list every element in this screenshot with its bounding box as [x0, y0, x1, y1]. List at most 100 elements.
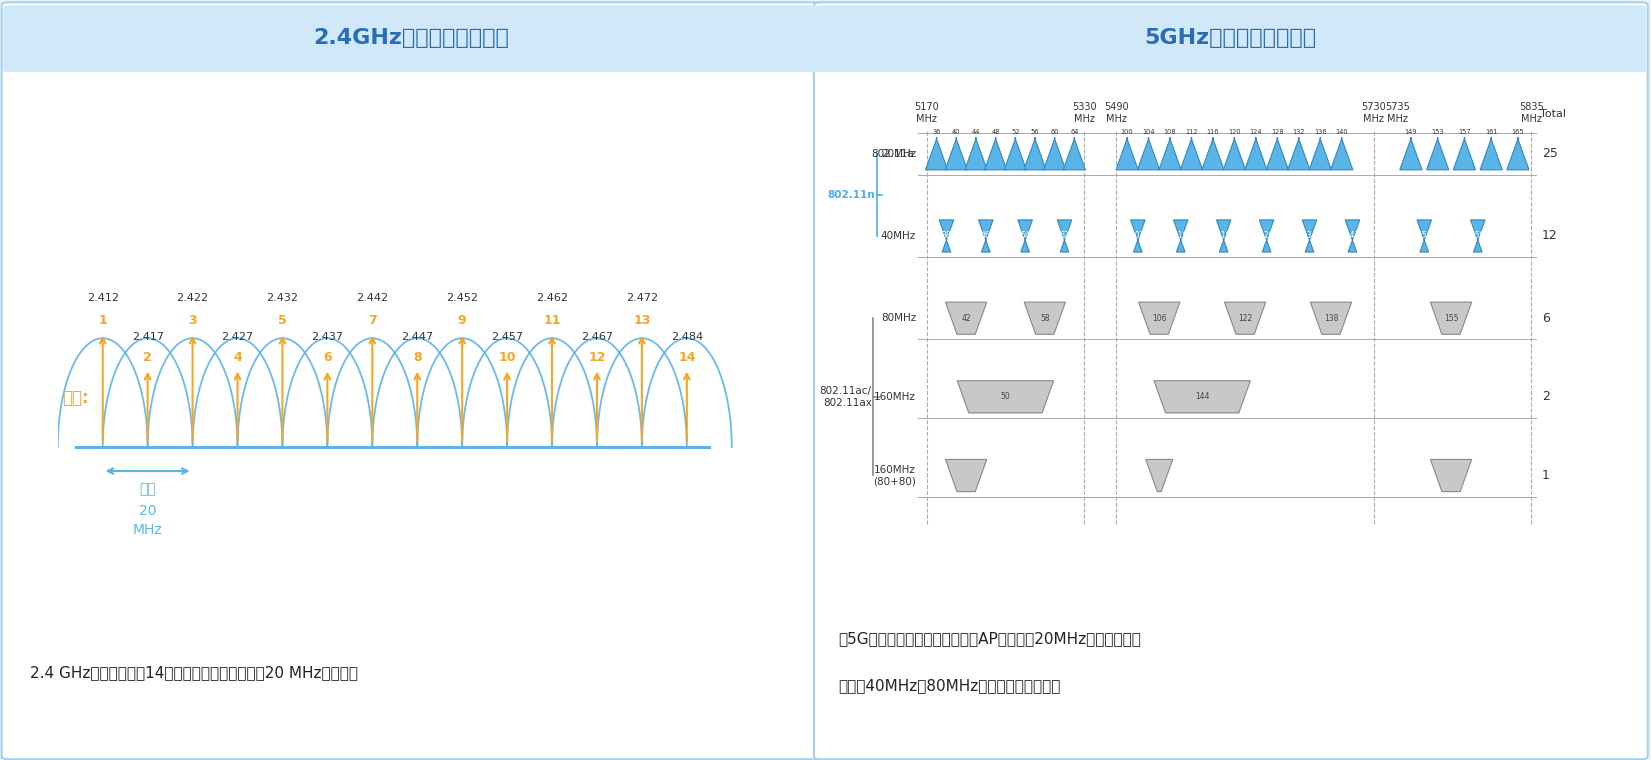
Text: 2.442: 2.442	[357, 293, 388, 303]
Text: 802.11n: 802.11n	[827, 190, 875, 200]
Text: 2.467: 2.467	[581, 331, 613, 341]
Polygon shape	[946, 459, 987, 492]
Text: 信道:: 信道:	[63, 389, 89, 407]
Polygon shape	[1260, 220, 1275, 252]
Polygon shape	[1154, 381, 1250, 413]
Text: 13: 13	[634, 315, 650, 328]
Text: 7: 7	[368, 315, 376, 328]
Text: 64: 64	[1070, 128, 1078, 135]
Text: 52: 52	[1010, 128, 1020, 135]
Text: 54: 54	[1020, 232, 1030, 240]
Polygon shape	[1180, 138, 1202, 169]
Text: 2.462: 2.462	[537, 293, 568, 303]
Text: 110: 110	[1174, 232, 1189, 240]
Text: 6: 6	[324, 351, 332, 364]
Polygon shape	[1146, 459, 1172, 492]
Polygon shape	[1004, 138, 1027, 169]
Polygon shape	[939, 220, 954, 252]
Text: 155: 155	[1443, 314, 1458, 323]
Polygon shape	[964, 138, 987, 169]
Text: 2.484: 2.484	[670, 331, 703, 341]
Text: 112: 112	[1185, 128, 1197, 135]
Text: MHz: MHz	[132, 524, 162, 537]
FancyBboxPatch shape	[2, 2, 821, 759]
Polygon shape	[1309, 138, 1331, 169]
Text: 14: 14	[679, 351, 695, 364]
Text: 120: 120	[1228, 128, 1240, 135]
Text: 149: 149	[1405, 128, 1417, 135]
Polygon shape	[1024, 138, 1047, 169]
Polygon shape	[1311, 302, 1352, 334]
Polygon shape	[926, 138, 948, 169]
Text: 142: 142	[1346, 232, 1360, 240]
Text: 128: 128	[1271, 128, 1283, 135]
Text: 8: 8	[413, 351, 421, 364]
Text: 118: 118	[1217, 232, 1230, 240]
Text: 102: 102	[1131, 232, 1146, 240]
Text: 100: 100	[1121, 128, 1133, 135]
Polygon shape	[958, 381, 1053, 413]
Polygon shape	[1430, 459, 1471, 492]
Polygon shape	[1202, 138, 1223, 169]
Polygon shape	[1174, 220, 1189, 252]
Text: 104: 104	[1142, 128, 1154, 135]
Polygon shape	[1430, 302, 1471, 334]
Text: 160MHz
(80+80): 160MHz (80+80)	[873, 464, 916, 486]
Text: 46: 46	[981, 232, 991, 240]
Text: 2.447: 2.447	[401, 331, 433, 341]
Text: 160MHz: 160MHz	[873, 392, 916, 402]
Text: Total: Total	[1540, 109, 1565, 119]
Text: 6: 6	[1542, 312, 1550, 325]
Text: 138: 138	[1324, 314, 1339, 323]
Polygon shape	[1303, 220, 1317, 252]
Text: 5170
MHz: 5170 MHz	[915, 102, 939, 124]
Text: 144: 144	[1195, 392, 1210, 401]
Polygon shape	[1024, 302, 1065, 334]
Text: 60: 60	[1050, 128, 1058, 135]
Polygon shape	[1245, 138, 1266, 169]
Polygon shape	[1019, 220, 1032, 252]
Text: 108: 108	[1164, 128, 1176, 135]
Text: 2: 2	[1542, 391, 1550, 404]
FancyBboxPatch shape	[816, 5, 1646, 72]
Text: 40MHz: 40MHz	[880, 231, 916, 241]
Text: 36: 36	[933, 128, 941, 135]
Polygon shape	[1288, 138, 1309, 169]
Text: 38: 38	[941, 232, 951, 240]
Text: 122: 122	[1238, 314, 1251, 323]
Polygon shape	[1426, 138, 1448, 169]
Text: 3: 3	[188, 315, 196, 328]
Text: 124: 124	[1250, 128, 1261, 135]
Text: 2.437: 2.437	[312, 331, 343, 341]
Text: 165: 165	[1512, 128, 1524, 135]
Text: 2.4 GHz频段被划分为14个有重叠的、频率宽度是20 MHz的信道。: 2.4 GHz频段被划分为14个有重叠的、频率宽度是20 MHz的信道。	[30, 665, 358, 680]
Polygon shape	[1507, 138, 1529, 169]
Text: 11: 11	[543, 315, 561, 328]
Text: 2.452: 2.452	[446, 293, 479, 303]
Text: 9: 9	[457, 315, 467, 328]
Text: 62: 62	[1060, 232, 1070, 240]
Text: 12: 12	[588, 351, 606, 364]
Text: 153: 153	[1431, 128, 1445, 135]
Polygon shape	[1063, 138, 1085, 169]
Text: 2.472: 2.472	[626, 293, 659, 303]
Text: 12: 12	[1542, 230, 1559, 242]
Polygon shape	[946, 302, 987, 334]
Polygon shape	[1159, 138, 1180, 169]
Polygon shape	[979, 220, 992, 252]
Text: 161: 161	[1484, 128, 1497, 135]
Text: 50: 50	[1001, 392, 1010, 401]
Text: 2.422: 2.422	[177, 293, 208, 303]
Text: 5730
MHz: 5730 MHz	[1362, 102, 1387, 124]
Text: 42: 42	[961, 314, 971, 323]
Polygon shape	[1453, 138, 1476, 169]
Text: 58: 58	[1040, 314, 1050, 323]
Text: 25: 25	[1542, 147, 1559, 160]
Polygon shape	[984, 138, 1007, 169]
Text: 136: 136	[1314, 128, 1326, 135]
Polygon shape	[1346, 220, 1360, 252]
Polygon shape	[1043, 138, 1067, 169]
Text: 4: 4	[233, 351, 243, 364]
Text: 151: 151	[1417, 232, 1431, 240]
Text: 1: 1	[1542, 469, 1550, 482]
